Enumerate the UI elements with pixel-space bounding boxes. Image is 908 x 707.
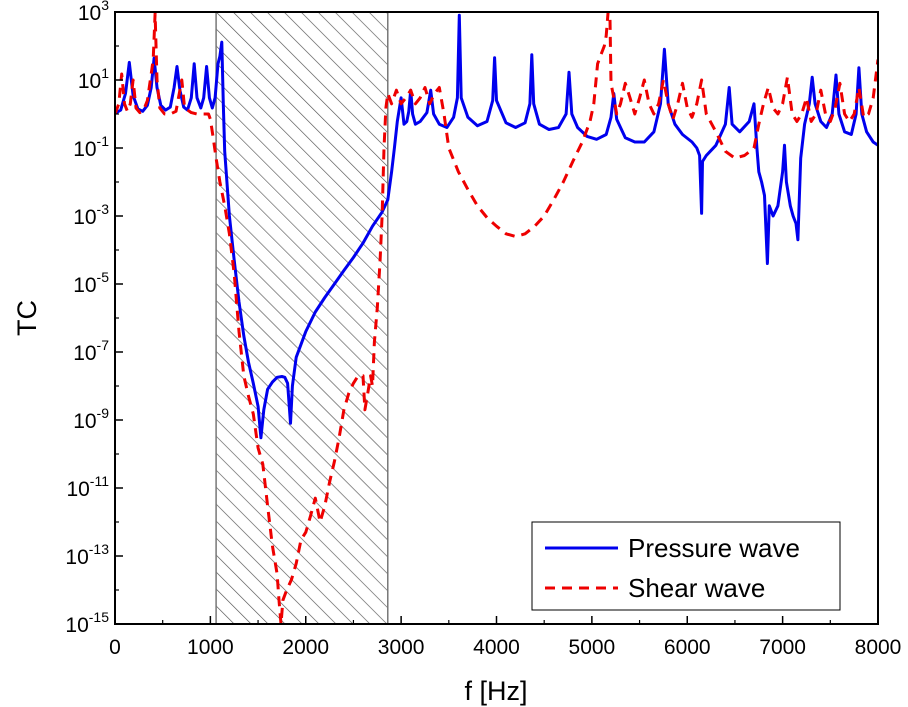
bandgap-layer: [215, 11, 389, 625]
legend: Pressure wave Shear wave: [531, 521, 841, 611]
x-tick-label: 5000: [569, 636, 616, 659]
x-tick-label: 1000: [187, 636, 234, 659]
x-tick-label: 8000: [855, 636, 902, 659]
legend-label-pressure-wave: Pressure wave: [628, 533, 800, 563]
series-layer: [115, 12, 878, 624]
x-tick-label: 7000: [759, 636, 806, 659]
x-tick-label: 2000: [282, 636, 329, 659]
y-tick-label: 10-15: [65, 609, 109, 637]
x-axis-title: f [Hz]: [464, 676, 527, 706]
x-axis: 0 1000 2000 3000 4000 5000 6000 7000 8000: [109, 616, 901, 659]
legend-box: [531, 521, 841, 611]
x-tick-label: 3000: [378, 636, 425, 659]
x-tick-label: 4000: [473, 636, 520, 659]
legend-label-shear-wave: Shear wave: [628, 573, 765, 603]
y-tick-label: 10-1: [73, 133, 109, 161]
series-line-pressure-wave: [115, 13, 878, 440]
series-line-shear-wave: [115, 12, 878, 624]
y-tick-label: 10-9: [73, 405, 109, 433]
y-tick-label: 10-5: [73, 269, 109, 297]
y-tick-label: 10-7: [73, 337, 109, 365]
y-tick-label: 101: [78, 65, 109, 93]
x-tick-label: 0: [109, 636, 121, 659]
y-axis-title: TC: [12, 300, 42, 336]
x-tick-label: 6000: [664, 636, 711, 659]
y-tick-label: 10-11: [66, 473, 109, 501]
y-tick-label: 10-13: [65, 541, 109, 569]
y-axis: 103 101 10-1 10-3 10-5 10-7 10-9 10-11 10-13 10-1…: [65, 0, 123, 637]
y-tick-label: 103: [78, 0, 109, 25]
y-tick-label: 10-3: [73, 201, 109, 229]
bandgap-hatched-region: [215, 11, 389, 625]
